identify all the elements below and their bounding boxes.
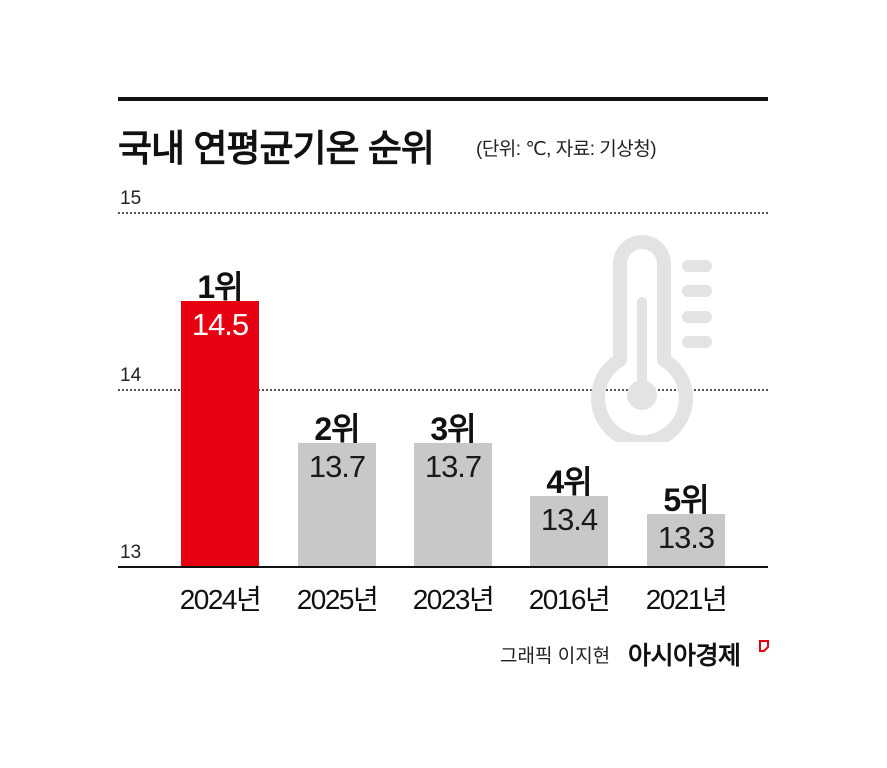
y-tick-13: 13 [120,542,142,563]
bar-2016: 13.4 [530,496,608,567]
x-label: 2025년 [296,584,379,615]
top-rule [118,97,768,101]
bar-2023: 13.7 [414,443,492,567]
bar-value: 14.5 [191,307,249,342]
bar-2021: 13.3 [647,514,725,567]
x-label: 2016년 [528,584,611,615]
bar-2025: 13.7 [298,443,376,567]
chart-subtitle: (단위: ℃, 자료: 기상청) [476,139,657,160]
rank-label: 2위 [314,411,360,447]
x-label: 2024년 [179,584,262,615]
bar-2024: 14.5 [181,301,259,567]
bar-value: 13.7 [424,449,482,484]
rank-label: 5위 [663,482,709,518]
bar-value: 13.3 [657,520,715,555]
publisher-logo: 아시아경제 [628,642,741,670]
x-axis-baseline [118,566,768,568]
graphic-credit: 그래픽 이지현 [500,646,611,667]
x-label: 2021년 [645,584,728,615]
rank-label: 4위 [546,464,592,500]
y-tick-15: 15 [120,188,142,209]
x-label: 2023년 [412,584,495,615]
rank-label: 3위 [430,411,476,447]
rank-label: 1위 [197,269,243,305]
bar-value: 13.4 [540,502,598,537]
brand-mark-icon [759,640,769,652]
chart-title: 국내 연평균기온 순위 [118,128,435,169]
gridline-15 [118,212,768,214]
bar-value: 13.7 [308,449,366,484]
gridline-14 [118,389,768,391]
thermometer-icon [591,235,712,442]
y-tick-14: 14 [120,365,142,386]
